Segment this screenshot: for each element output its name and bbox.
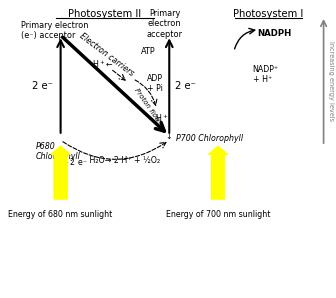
Text: H$^+$: H$^+$ [155, 112, 168, 124]
Text: Photosystem I: Photosystem I [233, 9, 304, 19]
Text: Electron carriers: Electron carriers [77, 32, 135, 78]
Text: ADP
+ Pi: ADP + Pi [147, 74, 163, 93]
Text: H₂O→ 2 H⁺ + ½O₂: H₂O→ 2 H⁺ + ½O₂ [87, 156, 161, 165]
FancyArrow shape [51, 146, 70, 199]
Text: NADP⁺
+ H⁺: NADP⁺ + H⁺ [253, 65, 279, 84]
Text: Energy of 680 nm sunlight: Energy of 680 nm sunlight [8, 209, 113, 218]
Text: P700 Chlorophyll: P700 Chlorophyll [176, 134, 243, 143]
Text: Photosystem II: Photosystem II [68, 9, 141, 19]
Text: $\downarrow$: $\downarrow$ [164, 131, 173, 141]
Text: $\leftarrow$2 e⁻: $\leftarrow$2 e⁻ [60, 156, 87, 167]
Text: Primary electron
(e⁻) acceptor: Primary electron (e⁻) acceptor [21, 21, 89, 40]
FancyArrow shape [208, 146, 228, 199]
Text: Increasing energy levels: Increasing energy levels [328, 41, 334, 121]
Text: 2 e⁻: 2 e⁻ [32, 80, 53, 91]
Text: P680
Chlorophyll: P680 Chlorophyll [35, 142, 80, 161]
Text: 2 e⁻: 2 e⁻ [175, 80, 196, 91]
Text: H$^+$←: H$^+$← [92, 58, 113, 70]
Text: ATP: ATP [141, 47, 156, 56]
Text: Energy of 700 nm sunlight: Energy of 700 nm sunlight [166, 209, 270, 218]
Text: Primary
electron
acceptor: Primary electron acceptor [146, 9, 182, 38]
Text: Proton flow: Proton flow [133, 87, 161, 123]
Text: NADPH: NADPH [257, 30, 292, 38]
